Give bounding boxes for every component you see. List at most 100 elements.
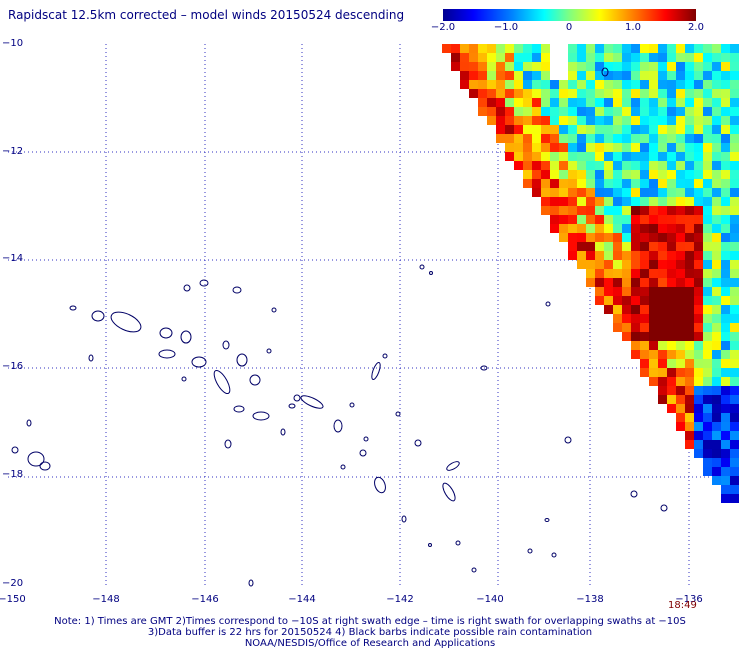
wind-difference-cell — [487, 44, 496, 53]
wind-difference-cell — [712, 368, 721, 377]
wind-difference-cell — [721, 440, 730, 449]
wind-difference-cell — [721, 215, 730, 224]
wind-difference-cell — [730, 224, 739, 233]
wind-difference-cell — [577, 161, 586, 170]
wind-difference-cell — [568, 116, 577, 125]
wind-difference-cell — [622, 152, 631, 161]
wind-difference-cell — [604, 296, 613, 305]
wind-difference-cell — [586, 53, 595, 62]
wind-difference-cell — [568, 206, 577, 215]
wind-difference-cell — [604, 215, 613, 224]
wind-difference-cell — [685, 359, 694, 368]
island-outline — [349, 402, 355, 408]
wind-difference-cell — [523, 179, 532, 188]
lon-label: −142 — [386, 594, 414, 605]
wind-difference-cell — [649, 278, 658, 287]
wind-difference-cell — [559, 161, 568, 170]
wind-difference-cell — [721, 188, 730, 197]
wind-difference-cell — [649, 71, 658, 80]
wind-difference-cell — [496, 116, 505, 125]
wind-difference-cell — [505, 134, 514, 143]
colorbar-label: 0 — [565, 22, 573, 33]
wind-difference-cell — [694, 53, 703, 62]
island-outline — [455, 540, 461, 546]
wind-difference-cell — [622, 332, 631, 341]
wind-difference-cell — [703, 260, 712, 269]
wind-difference-cell — [703, 98, 712, 107]
wind-difference-cell — [595, 296, 604, 305]
wind-difference-cell — [622, 71, 631, 80]
wind-difference-cell — [631, 278, 640, 287]
wind-difference-cell — [730, 449, 739, 458]
wind-difference-cell — [586, 71, 595, 80]
wind-difference-cell — [568, 53, 577, 62]
wind-difference-cell — [712, 224, 721, 233]
wind-difference-cell — [469, 89, 478, 98]
island-outline — [374, 476, 386, 494]
wind-difference-cell — [721, 476, 730, 485]
wind-difference-cell — [694, 107, 703, 116]
wind-difference-cell — [604, 125, 613, 134]
wind-difference-cell — [730, 89, 739, 98]
wind-difference-cell — [676, 269, 685, 278]
wind-difference-cell — [586, 278, 595, 287]
wind-difference-cell — [667, 206, 676, 215]
wind-difference-cell — [586, 134, 595, 143]
wind-difference-cell — [685, 251, 694, 260]
island-outline — [27, 451, 45, 467]
wind-difference-cell — [604, 170, 613, 179]
wind-difference-cell — [640, 350, 649, 359]
wind-difference-cell — [667, 179, 676, 188]
wind-difference-cell — [721, 278, 730, 287]
wind-difference-cell — [451, 62, 460, 71]
wind-difference-cell — [442, 44, 451, 53]
wind-difference-cell — [541, 80, 550, 89]
wind-difference-cell — [649, 359, 658, 368]
wind-difference-cell — [685, 350, 694, 359]
island-outline — [471, 567, 477, 573]
wind-difference-cell — [694, 314, 703, 323]
wind-difference-cell — [622, 116, 631, 125]
island-outline — [544, 518, 550, 522]
wind-difference-cell — [730, 107, 739, 116]
wind-difference-cell — [622, 143, 631, 152]
wind-difference-cell — [676, 341, 685, 350]
wind-difference-cell — [703, 215, 712, 224]
colorbar-label: 2.0 — [688, 22, 704, 33]
wind-difference-cell — [658, 251, 667, 260]
wind-difference-cell — [622, 206, 631, 215]
wind-difference-cell — [604, 44, 613, 53]
wind-difference-cell — [631, 44, 640, 53]
wind-difference-cell — [712, 161, 721, 170]
wind-difference-cell — [685, 242, 694, 251]
wind-difference-cell — [550, 170, 559, 179]
wind-difference-cell — [667, 278, 676, 287]
wind-difference-cell — [604, 305, 613, 314]
wind-difference-cell — [658, 89, 667, 98]
wind-difference-cell — [658, 152, 667, 161]
wind-difference-cell — [649, 287, 658, 296]
wind-difference-cell — [721, 71, 730, 80]
wind-difference-cell — [532, 107, 541, 116]
wind-difference-cell — [712, 269, 721, 278]
wind-difference-cell — [694, 71, 703, 80]
wind-difference-cell — [469, 53, 478, 62]
wind-difference-cell — [631, 98, 640, 107]
wind-difference-cell — [622, 269, 631, 278]
wind-difference-cell — [631, 296, 640, 305]
wind-difference-cell — [703, 323, 712, 332]
wind-difference-cell — [586, 251, 595, 260]
wind-difference-cell — [703, 89, 712, 98]
wind-difference-cell — [613, 206, 622, 215]
wind-difference-cell — [568, 143, 577, 152]
wind-difference-cell — [568, 152, 577, 161]
wind-difference-cell — [631, 89, 640, 98]
wind-difference-cell — [667, 116, 676, 125]
wind-difference-cell — [676, 71, 685, 80]
lon-label: −140 — [476, 594, 504, 605]
wind-difference-cell — [703, 314, 712, 323]
wind-difference-cell — [685, 224, 694, 233]
wind-difference-cell — [523, 80, 532, 89]
wind-difference-cell — [649, 269, 658, 278]
wind-difference-cell — [685, 422, 694, 431]
